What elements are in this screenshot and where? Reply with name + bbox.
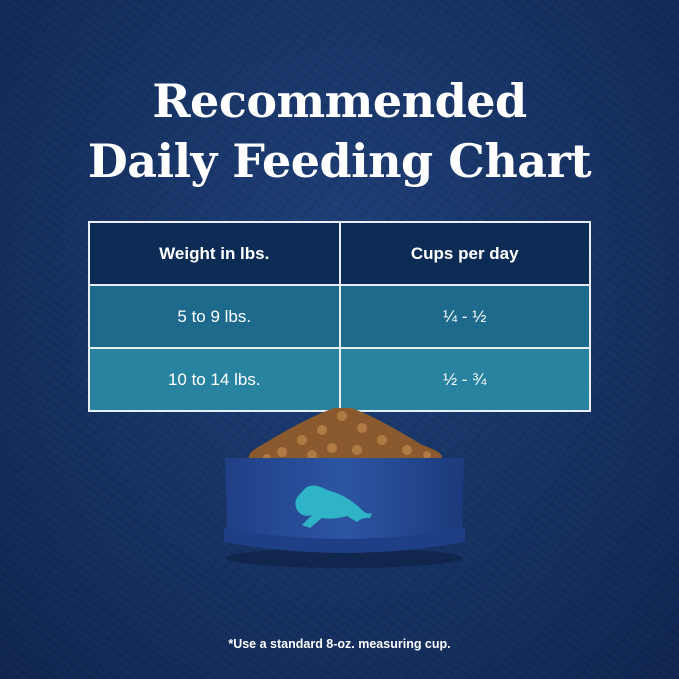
cell-weight: 5 to 9 lbs. xyxy=(88,284,341,349)
table-row: 5 to 9 lbs. ¼ - ½ xyxy=(88,284,591,349)
table-header-row: Weight in lbs. Cups per day xyxy=(88,221,591,286)
page-title-line2: Daily Feeding Chart xyxy=(87,134,592,188)
cell-cups: ½ - ¾ xyxy=(338,347,591,412)
kibble-pile xyxy=(248,408,442,462)
cell-cups: ¼ - ½ xyxy=(338,284,591,349)
bison-logo-icon xyxy=(295,485,372,528)
table-row: 10 to 14 lbs. ½ - ¾ xyxy=(88,347,591,412)
page-title-line1: Recommended xyxy=(152,74,527,128)
header-weight: Weight in lbs. xyxy=(88,221,341,286)
cell-weight: 10 to 14 lbs. xyxy=(88,347,341,412)
header-cups: Cups per day xyxy=(338,221,591,286)
footnote: *Use a standard 8-oz. measuring cup. xyxy=(228,637,451,651)
feeding-table: Weight in lbs. Cups per day 5 to 9 lbs. … xyxy=(88,221,591,412)
food-bowl-image xyxy=(224,408,465,568)
